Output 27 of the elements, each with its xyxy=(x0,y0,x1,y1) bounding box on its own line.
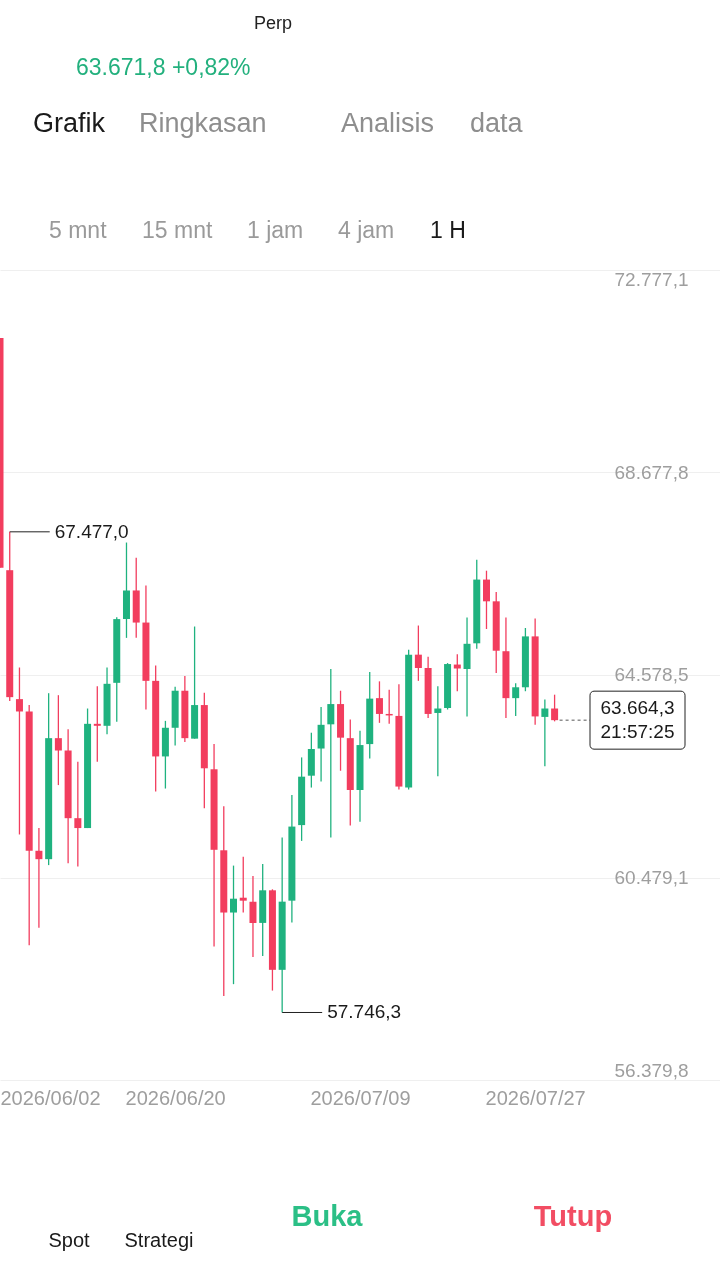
y-tick-label: 72.777,1 xyxy=(614,268,689,290)
text: Buka xyxy=(291,1200,364,1232)
text: data xyxy=(470,108,524,138)
text: 1 H xyxy=(430,217,466,243)
y-tick-label: 60.479,1 xyxy=(614,867,689,888)
text: Perp xyxy=(253,13,293,33)
y-tick-label: 68.677,8 xyxy=(614,462,689,483)
y-tick-label: 64.578,5 xyxy=(614,664,689,686)
text: Ringkasan xyxy=(139,108,267,138)
text: Spot xyxy=(48,1229,91,1251)
text: 5 mnt xyxy=(49,217,108,243)
y-tick-label: 56.379,8 xyxy=(614,1059,689,1081)
text: Grafik xyxy=(33,108,106,138)
chart-subtitle: 63.671,8 +0,82% xyxy=(76,54,251,80)
annotation: 63.664,3 21:57:25 xyxy=(600,697,675,743)
annotation: 57.746,3 xyxy=(327,1001,402,1023)
text: 15 mnt xyxy=(142,217,213,243)
x-tick-label: 2026/07/27 xyxy=(485,1086,586,1109)
x-tick-label: 2026/07/09 xyxy=(310,1086,411,1109)
text: 1 jam xyxy=(247,217,304,243)
x-tick-label: 2026/06/02 xyxy=(0,1086,101,1109)
annotation: 67.477,0 xyxy=(54,520,129,542)
text: Analisis xyxy=(341,108,435,138)
text: Tutup xyxy=(533,1200,613,1232)
text: Strategi xyxy=(124,1229,194,1251)
text: 4 jam xyxy=(338,217,395,243)
x-tick-label: 2026/06/20 xyxy=(125,1086,226,1109)
